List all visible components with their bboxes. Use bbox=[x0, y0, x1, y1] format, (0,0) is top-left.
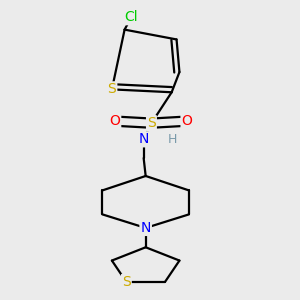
Text: Cl: Cl bbox=[124, 10, 138, 24]
Text: H: H bbox=[168, 133, 177, 146]
Text: S: S bbox=[107, 82, 116, 96]
Text: O: O bbox=[109, 114, 120, 128]
Text: O: O bbox=[182, 114, 192, 128]
Text: N: N bbox=[139, 132, 149, 146]
Text: S: S bbox=[147, 116, 156, 130]
Text: S: S bbox=[122, 275, 131, 289]
Text: N: N bbox=[140, 221, 151, 235]
